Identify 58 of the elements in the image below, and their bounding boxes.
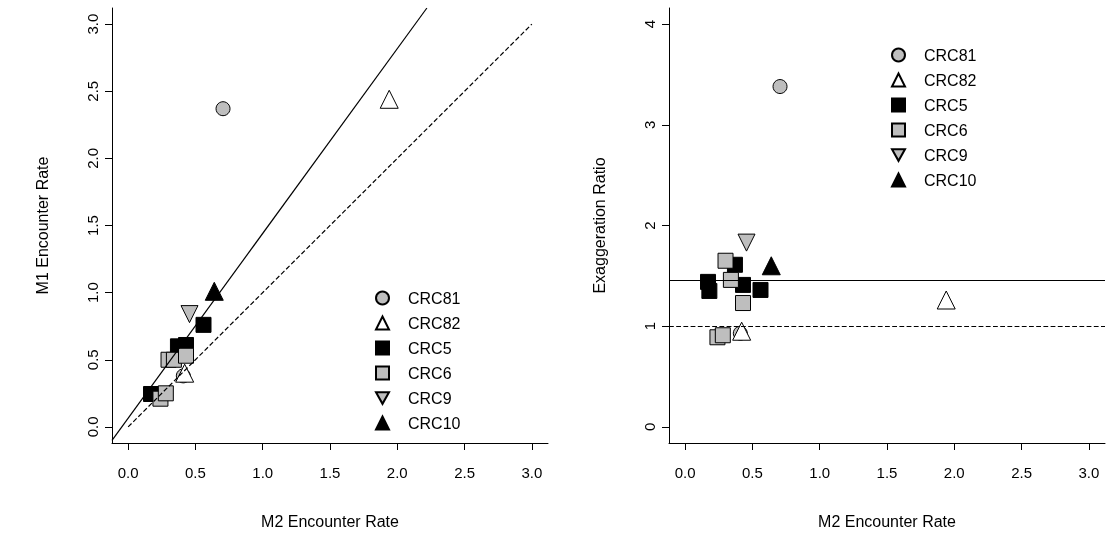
y-tick-label: 0.0 — [84, 416, 101, 438]
y-axis-title: Exaggeration Ratio — [590, 157, 608, 294]
y-tick-label: 2.5 — [84, 80, 101, 102]
point — [215, 101, 231, 117]
point — [735, 295, 752, 312]
y-tick-label: 1.5 — [84, 215, 101, 236]
point — [175, 363, 195, 383]
x-tick-label: 0.0 — [674, 464, 696, 481]
x-tick-label: 2.0 — [943, 464, 965, 481]
x-tick-label: 1.0 — [252, 464, 274, 481]
point — [195, 316, 212, 333]
y-axis-title: M1 Encounter Rate — [33, 156, 51, 295]
point — [772, 79, 788, 95]
legend-label: CRC9 — [924, 146, 968, 164]
y-tick-label: 0 — [641, 422, 658, 432]
legend-label: CRC5 — [408, 339, 452, 357]
point — [701, 282, 718, 299]
legend-label: CRC6 — [408, 364, 452, 382]
x-tick-label: 0.5 — [742, 464, 763, 481]
legend-label: CRC82 — [924, 71, 977, 89]
legend-label: CRC10 — [408, 414, 461, 432]
legend-label: CRC10 — [924, 171, 977, 189]
x-tick-label: 1.5 — [319, 464, 341, 481]
legend-label: CRC6 — [924, 121, 968, 139]
y-tick-label: 2 — [641, 221, 658, 230]
x-axis-title: M2 Encounter Rate — [818, 512, 957, 530]
x-tick-label: 3.0 — [1078, 464, 1100, 481]
y-tick-label: 0.5 — [84, 349, 101, 371]
x-tick-label: 2.0 — [386, 464, 408, 481]
point — [752, 281, 769, 298]
point — [180, 305, 199, 324]
y-tick-label: 3.0 — [84, 13, 101, 35]
x-axis-title: M2 Encounter Rate — [261, 512, 400, 530]
point — [714, 327, 731, 344]
x-tick-label: 1.5 — [876, 464, 898, 481]
point — [761, 256, 781, 276]
y-tick-label: 2.0 — [84, 147, 101, 169]
point — [737, 233, 756, 252]
legend-label: CRC81 — [408, 289, 461, 307]
legend-label: CRC9 — [408, 389, 452, 407]
point — [204, 281, 224, 301]
y-tick-label: 4 — [641, 19, 658, 29]
point — [157, 385, 174, 402]
y-tick-label: 1.0 — [84, 282, 101, 304]
x-tick-label: 2.5 — [1011, 464, 1032, 481]
y-tick-label: 1 — [641, 322, 658, 331]
x-tick-label: 0.0 — [117, 464, 139, 481]
point — [717, 252, 734, 269]
x-tick-label: 1.0 — [809, 464, 831, 481]
x-tick-label: 3.0 — [521, 464, 543, 481]
point — [178, 347, 195, 364]
y-tick-label: 3 — [641, 120, 658, 129]
x-tick-label: 0.5 — [185, 464, 206, 481]
legend-label: CRC82 — [408, 314, 461, 332]
legend-label: CRC5 — [924, 96, 968, 114]
point — [722, 271, 739, 288]
x-tick-label: 2.5 — [454, 464, 475, 481]
legend-label: CRC81 — [924, 46, 977, 64]
